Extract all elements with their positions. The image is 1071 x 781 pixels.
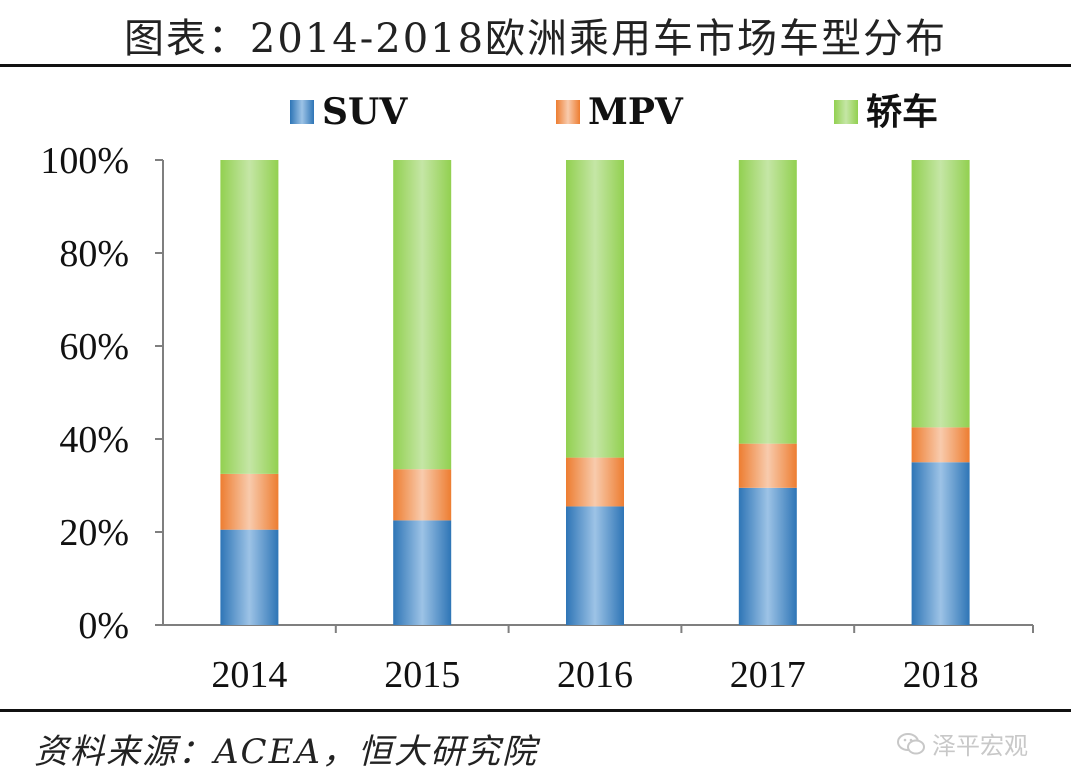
x-tick-label: 2018 — [903, 654, 979, 696]
chart-title: 图表：2014-2018欧洲乘用车市场车型分布 — [123, 16, 948, 62]
stacked-bar-chart: SUV MPV 轿车 0% 20% 40% 60% 80% 100% 2014 2015 2016… — [40, 91, 1034, 696]
legend-item-mpv: MPV — [556, 91, 684, 133]
y-tick-label: 0% — [78, 605, 129, 647]
legend-label: 轿车 — [866, 91, 938, 133]
y-tick-label: 100% — [40, 140, 129, 182]
watermark-text: 泽平宏观 — [932, 732, 1028, 760]
bar-segment-sedan — [566, 160, 624, 458]
bar-segment-mpv — [738, 443, 797, 488]
legend-label: MPV — [588, 91, 684, 133]
legend-label: SUV — [322, 91, 408, 133]
legend-swatch — [834, 100, 858, 124]
bar-segment-suv — [911, 462, 970, 625]
bar-segment-suv — [566, 506, 624, 625]
legend-swatch — [556, 100, 580, 124]
x-tick-label: 2017 — [730, 654, 806, 696]
y-tick-label: 60% — [59, 326, 129, 368]
x-axis: 2014 2015 2016 2017 2018 — [163, 624, 1034, 696]
y-tick-label: 20% — [59, 512, 129, 554]
bar-segment-mpv — [911, 427, 970, 463]
bar-segment-sedan — [220, 160, 279, 474]
bar-segment-suv — [220, 529, 279, 625]
bar-segment-mpv — [393, 469, 452, 521]
bar-segment-suv — [738, 487, 797, 625]
title-divider — [0, 64, 1071, 67]
bar-segment-mpv — [220, 473, 279, 530]
y-axis: 0% 20% 40% 60% 80% 100% — [40, 140, 164, 647]
x-tick-label: 2014 — [211, 654, 287, 696]
bar-segment-suv — [393, 520, 452, 625]
watermark: 泽平宏观 — [896, 726, 1028, 761]
x-tick-label: 2015 — [384, 654, 460, 696]
legend-item-sedan: 轿车 — [834, 91, 938, 133]
legend-swatch — [290, 100, 314, 124]
y-tick-label: 40% — [59, 419, 129, 461]
x-tick-label: 2016 — [557, 654, 633, 696]
bar-segment-sedan — [911, 160, 970, 428]
source-note: 资料来源：ACEA，恒大研究院 — [34, 732, 538, 772]
legend: SUV MPV 轿车 — [290, 91, 938, 133]
bar-segment-sedan — [393, 160, 452, 470]
wechat-icon — [897, 732, 925, 754]
bar-segment-mpv — [566, 457, 624, 507]
bar-segment-sedan — [738, 160, 797, 444]
bars — [220, 160, 970, 625]
footer-divider — [0, 709, 1071, 712]
legend-item-suv: SUV — [290, 91, 408, 133]
y-tick-label: 80% — [59, 233, 129, 275]
